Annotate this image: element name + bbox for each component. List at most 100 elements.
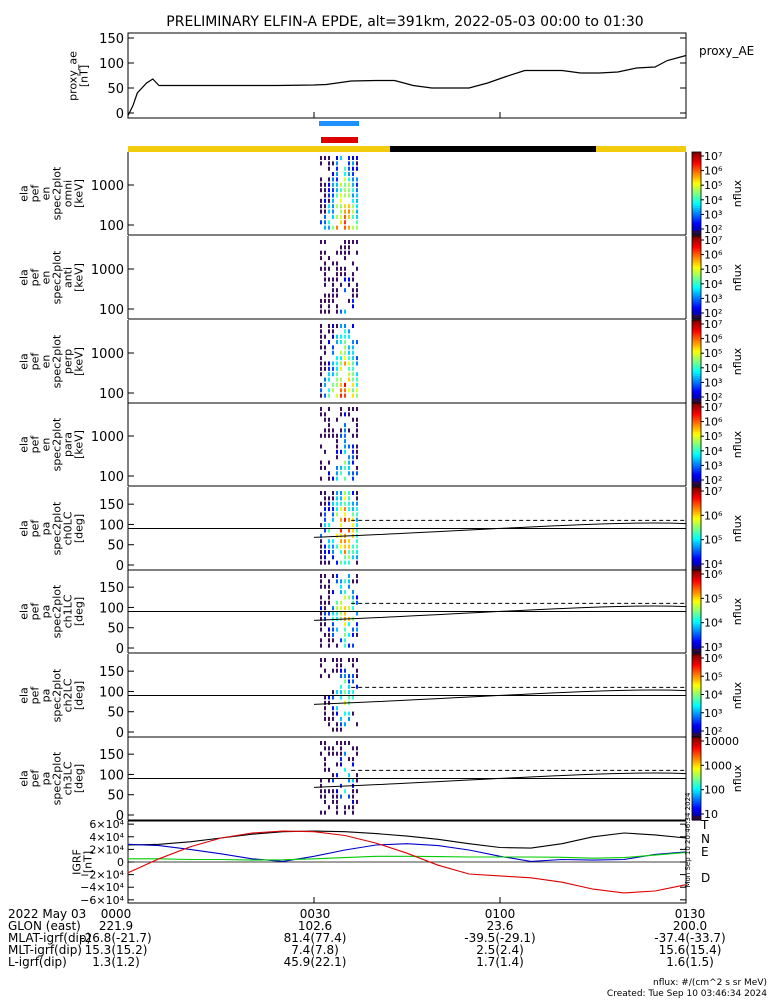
spec-pixel xyxy=(324,449,326,454)
colorbar-segment xyxy=(692,262,701,266)
colorbar-segment xyxy=(692,267,701,270)
spec-pixel xyxy=(336,193,338,198)
colorbar-segment xyxy=(692,676,701,680)
colorbar-segment xyxy=(692,811,701,815)
spec-pixel xyxy=(328,423,330,428)
colorbar-segment xyxy=(692,730,701,734)
spec-pixel xyxy=(340,684,342,689)
colorbar-segment xyxy=(692,596,701,600)
ytick-label: 2×10⁴ xyxy=(89,843,124,856)
colorbar-segment xyxy=(692,425,701,429)
spec-pixel xyxy=(336,156,338,160)
spec-pixel xyxy=(324,528,326,533)
colorbar-segment xyxy=(692,609,701,613)
colorbar-tick-label: 10⁵ xyxy=(704,263,722,276)
spectrogram-pixels xyxy=(320,491,358,565)
ylabel-line: pa xyxy=(40,689,53,703)
spec-pixel xyxy=(328,584,330,589)
spec-pixel xyxy=(348,214,350,219)
spec-pixel xyxy=(324,350,326,355)
orbit-value: 200.0 xyxy=(672,919,708,933)
spec-pixel xyxy=(344,177,346,182)
ytick-label: 0 xyxy=(116,809,124,824)
orbit-value: 15.3(15.2) xyxy=(84,943,148,957)
spec-pixel xyxy=(320,579,322,584)
spec-pixel xyxy=(356,156,358,160)
spec-pixel xyxy=(324,377,326,382)
spec-pixel xyxy=(328,471,330,476)
colorbar-segment xyxy=(692,471,701,475)
colorbar-segment xyxy=(692,570,701,573)
spec-pixel xyxy=(324,220,326,225)
spec-pixel xyxy=(356,471,358,476)
spec-pixel xyxy=(324,658,326,662)
colorbar-segment xyxy=(692,497,701,501)
colorbar-segment xyxy=(692,703,701,707)
spec-pixel xyxy=(356,773,358,778)
spec-pixel xyxy=(356,177,358,182)
spec-pixel xyxy=(348,471,350,476)
spec-pixel xyxy=(332,298,334,303)
spec-pixel xyxy=(336,393,338,398)
orbit-value: 2.5(2.4) xyxy=(476,943,524,957)
spec-pixel xyxy=(320,372,322,377)
spec-pixel xyxy=(336,611,338,616)
spec-pixel xyxy=(332,627,334,632)
orbit-row-label: GLON (east) xyxy=(8,919,81,933)
colorbar-tick-label: 10⁷ xyxy=(704,318,722,331)
spec-pixel xyxy=(340,549,342,554)
spec-pixel xyxy=(340,393,342,398)
spec-pixel xyxy=(356,361,358,366)
spec-pixel xyxy=(332,549,334,554)
ylabel-line: pa xyxy=(40,605,53,619)
spec-pixel xyxy=(352,361,354,366)
colorbar-segment xyxy=(692,701,701,705)
spec-pixel xyxy=(356,544,358,549)
spec-pixel xyxy=(340,471,342,476)
spec-pixel xyxy=(320,345,322,350)
spec-pixel xyxy=(328,539,330,544)
spec-pixel xyxy=(356,496,358,501)
spec-pixel xyxy=(324,716,326,721)
spec-pixel xyxy=(332,324,334,328)
colorbar-frame xyxy=(691,235,702,320)
colorbar-segment xyxy=(692,576,701,579)
colorbar-segment xyxy=(692,197,701,201)
spec-pixel xyxy=(344,491,346,495)
spec-pixel xyxy=(324,616,326,621)
spec-pixel xyxy=(344,722,346,727)
spectrogram-panel-pa_ch0: 0 50 100 150 10⁴ 10⁵ 10⁶ 10⁷ nflux xyxy=(99,485,744,574)
spec-pixel xyxy=(340,579,342,584)
spec-pixel xyxy=(332,182,334,187)
colorbar-segment xyxy=(692,222,701,226)
colorbar-frame xyxy=(691,736,702,821)
spec-pixel xyxy=(328,388,330,393)
spec-pixel xyxy=(340,324,342,328)
colorbar-tick-label: 10² xyxy=(704,725,722,738)
spec-pixel xyxy=(336,439,338,444)
spec-pixel xyxy=(348,412,350,417)
colorbar-segment xyxy=(692,487,701,490)
spec-pixel xyxy=(328,372,330,377)
spec-pixel xyxy=(336,491,338,495)
spec-pixel xyxy=(324,560,326,565)
spec-pixel xyxy=(320,433,322,438)
spec-pixel xyxy=(324,393,326,398)
spec-pixel xyxy=(328,767,330,772)
ylabel-line: pef xyxy=(29,268,42,287)
ylabel-line: pa xyxy=(40,772,53,786)
colorbar-segment xyxy=(692,170,701,174)
spec-pixel xyxy=(332,345,334,350)
ylabel-line: en xyxy=(40,438,53,452)
spec-pixel xyxy=(356,182,358,187)
spec-pixel xyxy=(356,528,358,533)
colorbar-segment xyxy=(692,626,701,629)
spec-pixel xyxy=(328,600,330,605)
spec-pixel xyxy=(340,507,342,512)
colorbar-segment xyxy=(692,183,701,186)
colorbar-segment xyxy=(692,516,701,519)
spec-pixel xyxy=(344,172,346,177)
spec-pixel xyxy=(352,757,354,762)
colorbar-segment xyxy=(692,359,701,363)
